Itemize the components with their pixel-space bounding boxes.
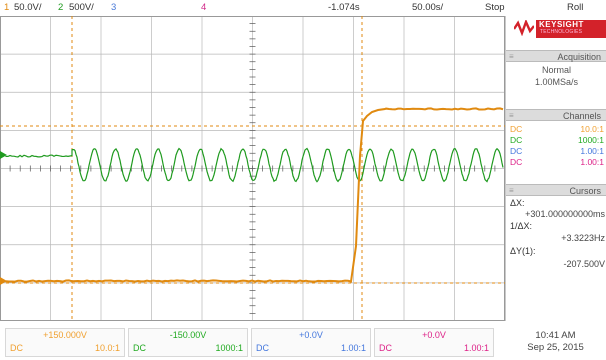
ch1-probe: 10.0:1 xyxy=(95,343,120,353)
clock-time: 10:41 AM xyxy=(505,330,606,342)
brand-subtitle: TECHNOLOGIES xyxy=(540,29,582,35)
ch4-info-box[interactable]: +0.0V DC 1.00:1 xyxy=(374,328,494,357)
ch1-number[interactable]: 1 xyxy=(4,2,9,13)
ch2-probe: 1000:1 xyxy=(215,343,243,353)
ch1-info-box[interactable]: +150.000V DC 10.0:1 xyxy=(5,328,125,357)
ch3-info-box[interactable]: +0.0V DC 1.00:1 xyxy=(251,328,371,357)
brand-logo: KEYSIGHT TECHNOLOGIES xyxy=(506,16,606,48)
ch2-scale[interactable]: 500V/ xyxy=(69,2,94,13)
ch2-channel-probe: 1000:1 xyxy=(578,135,604,145)
channels-header[interactable]: ≡ Channels xyxy=(506,109,606,121)
acquisition-rate: 1.00MSa/s xyxy=(506,77,606,87)
clock-date: Sep 25, 2015 xyxy=(505,342,606,354)
clock: 10:41 AM Sep 25, 2015 xyxy=(505,330,606,354)
ch2-offset: -150.00V xyxy=(129,330,247,340)
ch4-probe: 1.00:1 xyxy=(464,343,489,353)
time-scale[interactable]: 50.00s/ xyxy=(412,2,443,13)
ch1-coupling: DC xyxy=(10,343,23,353)
ch4-coupling: DC xyxy=(379,343,392,353)
ch1-channel-coupling: DC xyxy=(510,124,522,134)
time-offset[interactable]: -1.074s xyxy=(328,2,360,13)
inverse-delta-x-value: +3.3223Hz xyxy=(561,233,605,243)
run-state[interactable]: Stop xyxy=(485,2,505,13)
ch4-offset: +0.0V xyxy=(375,330,493,340)
ch3-offset: +0.0V xyxy=(252,330,370,340)
inverse-delta-x-label: 1/ΔX: xyxy=(510,221,532,231)
trigger-mode[interactable]: Roll xyxy=(567,2,583,13)
ch1-waveform xyxy=(6,108,503,281)
ch2-channel-coupling: DC xyxy=(510,135,522,145)
status-bar: 1 50.0V/ 2 500V/ 3 4 -1.074s 50.00s/ Sto… xyxy=(0,0,606,16)
waveform-canvas xyxy=(0,16,505,321)
ch4-channel-probe: 1.00:1 xyxy=(580,157,604,167)
delta-x-label: ΔX: xyxy=(510,198,525,208)
ch3-coupling: DC xyxy=(256,343,269,353)
ch1-scale[interactable]: 50.0V/ xyxy=(14,2,41,13)
ch1-offset: +150.000V xyxy=(6,330,124,340)
section-grip-icon: ≡ xyxy=(509,185,514,197)
ch2-info-box[interactable]: -150.00V DC 1000:1 xyxy=(128,328,248,357)
section-grip-icon: ≡ xyxy=(509,51,514,63)
waveform-display[interactable] xyxy=(0,16,505,321)
ch1-channel-row[interactable]: DC 10.0:1 xyxy=(506,124,606,134)
ch3-channel-probe: 1.00:1 xyxy=(580,146,604,156)
ch3-probe: 1.00:1 xyxy=(341,343,366,353)
delta-x-value: +301.000000000ms xyxy=(525,209,605,219)
ch4-channel-coupling: DC xyxy=(510,157,522,167)
side-panel: KEYSIGHT TECHNOLOGIES ≡ Acquisition Norm… xyxy=(505,16,606,321)
ch4-channel-row[interactable]: DC 1.00:1 xyxy=(506,157,606,167)
ch3-channel-coupling: DC xyxy=(510,146,522,156)
ch3-number[interactable]: 3 xyxy=(111,2,116,13)
delta-y-value: -207.500V xyxy=(563,259,605,269)
section-grip-icon: ≡ xyxy=(509,110,514,122)
ch2-channel-row[interactable]: DC 1000:1 xyxy=(506,135,606,145)
cursors-header[interactable]: ≡ Cursors xyxy=(506,184,606,196)
acquisition-mode: Normal xyxy=(506,65,606,75)
delta-y-label: ΔY(1): xyxy=(510,246,536,256)
ch1-channel-probe: 10.0:1 xyxy=(580,124,604,134)
ch2-ground-marker[interactable] xyxy=(0,151,7,159)
ch2-coupling: DC xyxy=(133,343,146,353)
acquisition-header[interactable]: ≡ Acquisition xyxy=(506,50,606,62)
ch4-number[interactable]: 4 xyxy=(201,2,206,13)
graticule xyxy=(0,16,505,321)
ch2-number[interactable]: 2 xyxy=(58,2,63,13)
keysight-wave-icon xyxy=(514,20,534,36)
ch3-channel-row[interactable]: DC 1.00:1 xyxy=(506,146,606,156)
